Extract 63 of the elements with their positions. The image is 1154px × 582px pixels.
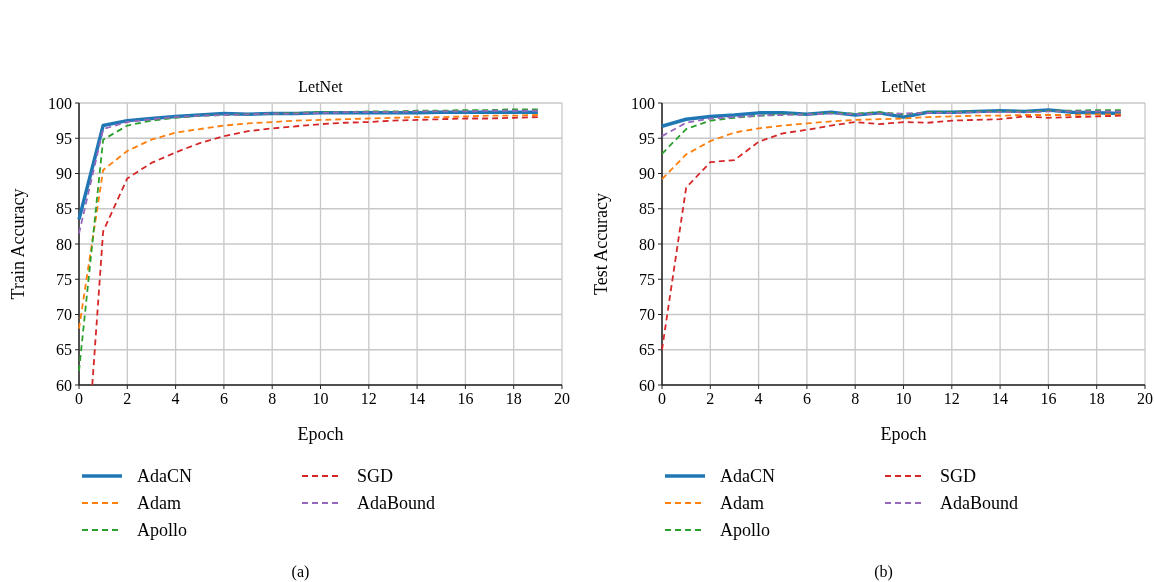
line-series: [78, 114, 539, 330]
y-tick-label: 60: [56, 376, 72, 394]
line-series: [661, 109, 1122, 155]
y-tick-label: 65: [56, 341, 72, 359]
x-tick-label: 8: [268, 390, 277, 407]
y-tick-label: 100: [631, 94, 655, 112]
x-tick-label: 10: [312, 390, 329, 407]
x-axis-title: Epoch: [297, 424, 344, 444]
legend-label: SGD: [940, 466, 977, 487]
x-tick-label: 18: [1088, 390, 1105, 407]
x-tick-label: 12: [943, 390, 960, 407]
x-tick-label: 14: [992, 390, 1009, 407]
y-tick-label: 60: [639, 376, 655, 394]
x-tick-label: 20: [1137, 390, 1153, 407]
x-tick-label: 8: [851, 390, 860, 407]
legend-label: Apollo: [720, 520, 771, 541]
legend-label: SGD: [357, 466, 394, 487]
x-tick-label: 16: [457, 390, 474, 407]
x-tick-label: 10: [895, 390, 912, 407]
x-tick-label: 0: [75, 390, 83, 407]
y-tick-label: 75: [639, 270, 655, 288]
y-tick-label: 95: [56, 129, 72, 147]
text: (b): [874, 563, 893, 581]
x-tick-label: 2: [706, 390, 715, 407]
y-tick-label: 90: [56, 165, 72, 183]
x-tick-label: 18: [505, 390, 522, 407]
legend-label: AdaCN: [137, 466, 192, 487]
line-series: [661, 114, 1122, 351]
line-series: [661, 113, 1122, 181]
y-tick-label: 80: [56, 235, 72, 253]
y-axis-title: Train Accuracy: [8, 188, 28, 300]
legend-label: Adam: [720, 493, 764, 514]
x-axis-title: Epoch: [880, 424, 927, 444]
y-tick-label: 90: [639, 165, 655, 183]
chart-title: LetNet: [881, 78, 927, 95]
chart-title: LetNet: [298, 78, 344, 95]
y-tick-label: 70: [639, 306, 655, 324]
legend-label: AdaCN: [720, 466, 775, 487]
x-tick-label: 4: [754, 390, 763, 407]
x-tick-label: 4: [171, 390, 180, 407]
legend-label: Adam: [137, 493, 181, 514]
y-tick-label: 65: [639, 341, 655, 359]
legend-label: AdaBound: [940, 493, 1018, 514]
legend-label: Apollo: [137, 520, 188, 541]
x-tick-label: 6: [802, 390, 811, 407]
y-tick-label: 85: [56, 200, 72, 218]
y-tick-label: 70: [56, 306, 72, 324]
x-tick-label: 16: [1040, 390, 1057, 407]
x-tick-label: 2: [123, 390, 132, 407]
legend-label: AdaBound: [357, 493, 435, 514]
y-tick-label: 80: [639, 235, 655, 253]
line-series: [661, 110, 1122, 138]
x-tick-label: 6: [219, 390, 228, 407]
y-axis-title: Test Accuracy: [591, 192, 611, 296]
y-tick-label: 95: [639, 129, 655, 147]
x-tick-label: 14: [409, 390, 426, 407]
x-tick-label: 12: [360, 390, 377, 407]
y-tick-label: 75: [56, 270, 72, 288]
y-tick-label: 100: [48, 94, 72, 112]
x-tick-label: 20: [554, 390, 570, 407]
x-tick-label: 0: [658, 390, 666, 407]
y-tick-label: 85: [639, 200, 655, 218]
text: (a): [291, 563, 310, 581]
